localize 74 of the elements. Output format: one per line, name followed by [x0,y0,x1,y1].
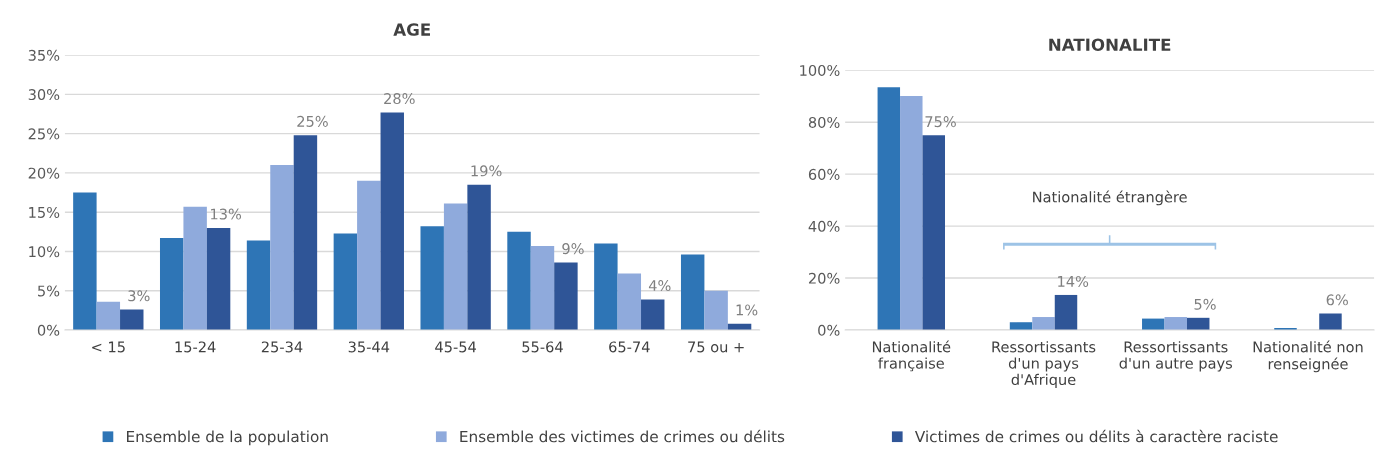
data-label: 6% [1326,294,1348,306]
y-tick-label: 20% [808,272,840,284]
data-label: 1% [736,304,758,316]
data-label: 9% [562,243,584,255]
bar [120,309,144,331]
bar [641,299,665,331]
y-tick-label: 20% [28,167,60,179]
bar [270,165,294,331]
x-tick-label: 15-24 [175,341,216,353]
bar [617,273,642,331]
x-tick-label: 65-74 [609,341,650,353]
bar [554,262,578,331]
x-tick-label: Nationalité française [872,340,951,372]
bar [420,226,444,331]
chart-title: AGE [393,23,430,36]
bar [1054,294,1078,331]
bar [467,184,491,331]
data-label: 28% [384,93,415,105]
y-tick-label: 5% [38,285,60,297]
data-label: 13% [211,208,242,220]
annotation: Nationalité étrangère [1033,190,1187,206]
data-label: 19% [471,165,502,177]
bar [530,245,555,331]
bar [680,254,705,331]
y-tick-label: 0% [37,324,60,336]
x-tick-label: 25-34 [261,341,303,353]
x-tick-label: < 15 [92,341,125,353]
bar [293,135,318,331]
data-label: 25% [297,115,328,127]
y-tick-label: 40% [808,220,840,232]
bar [922,135,946,331]
legend-label: Ensemble des victimes de crimes ou délits [460,429,785,443]
data-label: 4% [648,280,671,292]
x-tick-label: 45-54 [435,341,477,353]
bar [159,238,184,331]
data-label: 5% [1194,298,1216,310]
legend-label: Ensemble de la population [127,430,328,446]
bar [704,290,728,331]
bar [357,180,381,331]
y-tick-label: 100% [800,64,840,76]
data-label: 3% [128,290,150,302]
y-tick-label: 10% [29,246,60,258]
x-tick-label: Ressortissants d'un pays d'Afrique [992,341,1096,388]
data-label: 75% [925,116,956,128]
y-tick-label: 60% [808,168,840,180]
y-tick-label: 80% [808,116,840,128]
y-tick-label: 25% [28,128,60,140]
bar [380,112,404,331]
bar [206,227,231,331]
data-label: 14% [1058,275,1089,287]
y-tick-label: 0% [818,324,840,336]
bar [73,192,97,331]
bar [507,231,531,331]
bar [900,95,923,331]
bar [246,240,271,331]
bar [183,206,207,331]
x-tick-label: 75 ou + [688,341,744,353]
x-tick-label: 35-44 [348,341,390,353]
bar [333,233,358,331]
bar [877,87,901,331]
legend-label: Victimes de crimes ou délits à caractère raciste [914,429,1278,443]
y-tick-label: 30% [28,89,60,101]
bar [443,203,468,331]
bar [96,301,121,331]
bar [1032,317,1055,331]
x-tick-label: 55-64 [522,341,563,353]
x-tick-label: Ressortissants d'un autre pays [1119,341,1233,372]
bar [594,243,618,331]
y-tick-label: 35% [28,49,60,61]
chart-title: NATIONALITE [1049,38,1171,52]
bar [1164,317,1187,331]
bar [1319,313,1342,331]
x-tick-label: Nationalité non renseignée [1253,340,1363,373]
y-tick-label: 15% [29,206,60,218]
